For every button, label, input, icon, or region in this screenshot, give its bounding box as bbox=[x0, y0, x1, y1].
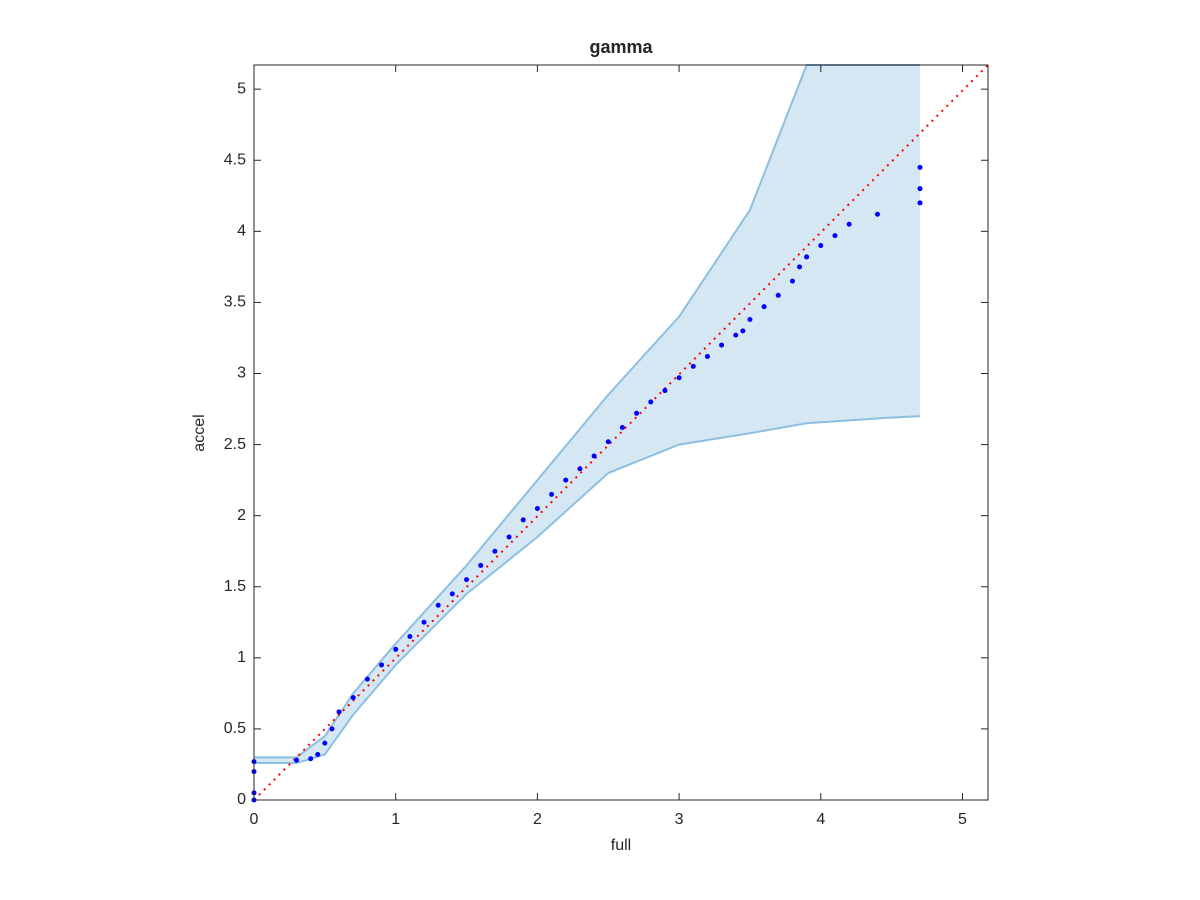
point bbox=[846, 221, 852, 227]
point bbox=[789, 278, 795, 284]
point bbox=[577, 466, 583, 472]
y-tick-label: 2 bbox=[237, 507, 246, 524]
point bbox=[690, 363, 696, 369]
point bbox=[605, 439, 611, 445]
point bbox=[719, 342, 725, 348]
point bbox=[294, 757, 300, 763]
axes-box bbox=[253, 64, 989, 801]
chart-title: gamma bbox=[589, 37, 653, 57]
point bbox=[407, 634, 413, 640]
y-tick-label: 0.5 bbox=[224, 720, 246, 737]
point bbox=[740, 328, 746, 334]
point bbox=[662, 388, 668, 394]
point bbox=[322, 740, 328, 746]
point bbox=[818, 243, 824, 249]
point bbox=[676, 375, 682, 381]
y-tick-label: 4 bbox=[237, 223, 246, 240]
point bbox=[329, 726, 335, 732]
y-tick-label: 3.5 bbox=[224, 294, 246, 311]
point bbox=[797, 264, 803, 270]
point bbox=[449, 591, 455, 597]
y-tick-label: 2.5 bbox=[224, 436, 246, 453]
reference-line bbox=[253, 64, 989, 801]
confidence-band bbox=[254, 65, 920, 764]
x-tick-label: 1 bbox=[391, 811, 400, 828]
point bbox=[421, 619, 427, 625]
point bbox=[563, 477, 569, 483]
x-tick-label: 2 bbox=[533, 811, 542, 828]
point bbox=[308, 756, 314, 762]
point bbox=[634, 410, 640, 416]
band-lower bbox=[254, 415, 921, 765]
point bbox=[492, 548, 498, 554]
x-tick-label: 4 bbox=[816, 811, 825, 828]
y-tick-label: 3 bbox=[237, 365, 246, 382]
point bbox=[733, 332, 739, 338]
point bbox=[804, 254, 810, 260]
point bbox=[478, 562, 484, 568]
point bbox=[832, 233, 838, 239]
point bbox=[435, 602, 441, 608]
x-tick-label: 5 bbox=[958, 811, 967, 828]
point bbox=[917, 164, 923, 170]
point bbox=[464, 577, 470, 583]
point bbox=[506, 534, 512, 540]
point bbox=[619, 425, 625, 431]
point bbox=[917, 186, 923, 192]
x-tick-label: 3 bbox=[675, 811, 684, 828]
point bbox=[336, 709, 342, 715]
point bbox=[747, 316, 753, 322]
point bbox=[350, 695, 356, 701]
point bbox=[520, 517, 526, 523]
y-axis-label: accel bbox=[191, 414, 208, 451]
point bbox=[379, 662, 385, 668]
point bbox=[917, 200, 923, 206]
y-tick-label: 5 bbox=[237, 80, 246, 97]
y-tick-label: 1 bbox=[237, 649, 246, 666]
point bbox=[775, 292, 781, 298]
point bbox=[364, 676, 370, 682]
x-axis-label: full bbox=[611, 837, 631, 854]
point bbox=[549, 491, 555, 497]
point bbox=[591, 453, 597, 459]
point bbox=[874, 211, 880, 217]
x-tick-label: 0 bbox=[250, 811, 259, 828]
y-tick-label: 1.5 bbox=[224, 578, 246, 595]
point bbox=[393, 646, 399, 652]
y-tick-label: 4.5 bbox=[224, 151, 246, 168]
point bbox=[315, 752, 321, 758]
point bbox=[534, 506, 540, 512]
point bbox=[648, 399, 654, 405]
point bbox=[761, 304, 767, 310]
point bbox=[704, 353, 710, 359]
y-tick-label: 0 bbox=[237, 791, 246, 808]
